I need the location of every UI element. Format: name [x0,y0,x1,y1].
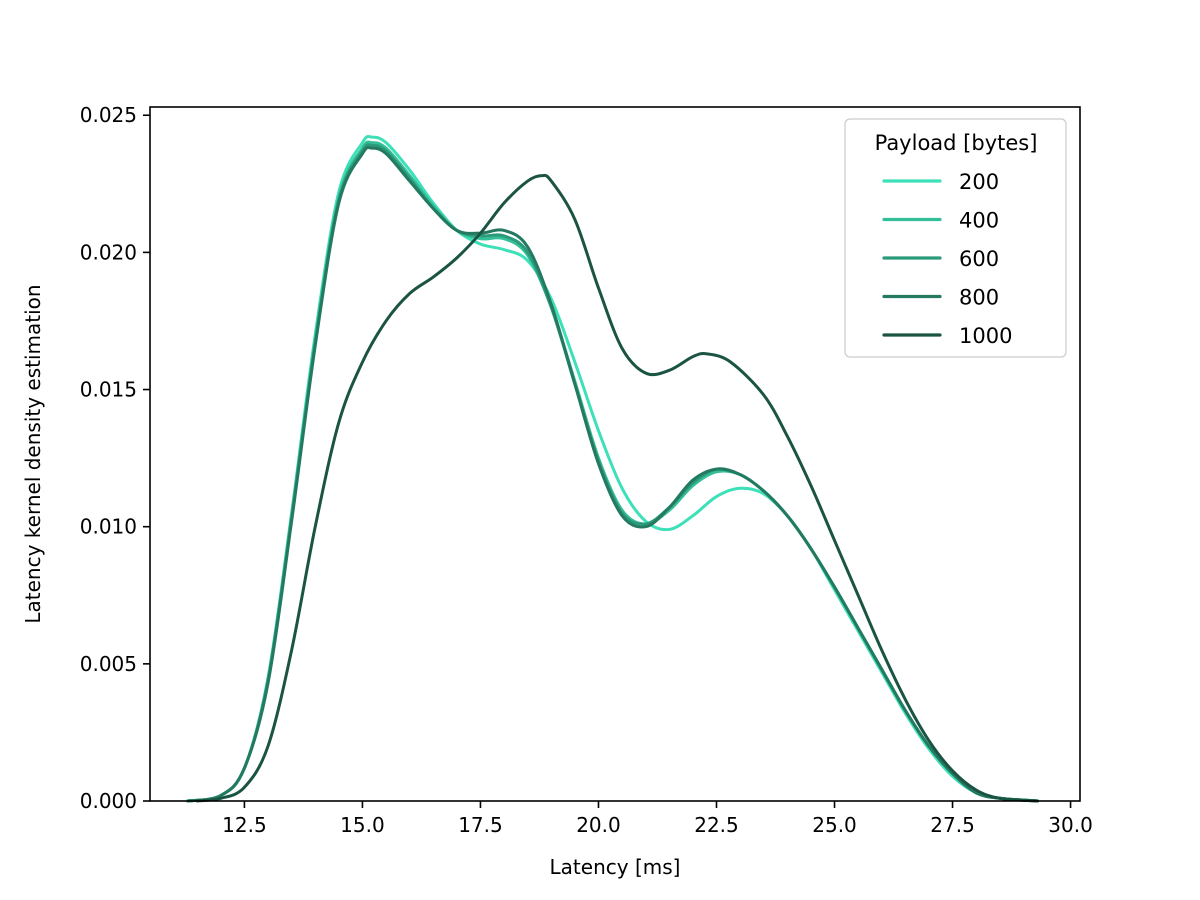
legend-label-400: 400 [959,209,999,233]
legend-label-800: 800 [959,286,999,310]
legend-title: Payload [bytes] [875,131,1038,155]
x-tick-label: 30.0 [1048,813,1093,837]
x-tick-label: 25.0 [812,813,857,837]
x-tick-label: 12.5 [222,813,267,837]
series-line-1000 [195,173,1040,803]
x-tick-label: 17.5 [458,813,503,837]
y-tick-label: 0.005 [80,652,137,676]
x-tick-label: 15.0 [340,813,385,837]
y-tick-label: 0.010 [80,515,137,539]
legend-label-1000: 1000 [959,324,1012,348]
y-axis-ticks: 0.000 0.005 0.010 0.015 0.020 0.025 [80,103,150,813]
y-tick-label: 0.000 [80,789,137,813]
y-tick-label: 0.025 [80,103,137,127]
plot-frame [149,106,1081,802]
series-lines [186,134,1040,803]
legend-label-600: 600 [959,247,999,271]
x-tick-label: 20.0 [576,813,621,837]
y-axis-label: Latency kernel density estimation [21,284,45,623]
x-tick-label: 27.5 [930,813,975,837]
legend-items: 200 400 600 800 1000 [882,170,1012,348]
series-line-800 [186,145,1040,803]
x-tick-label: 22.5 [694,813,739,837]
legend: Payload [bytes] 200 400 600 800 1000 [844,118,1067,358]
y-tick-label: 0.015 [80,378,137,402]
y-tick-label: 0.020 [80,240,137,264]
x-axis-label: Latency [ms] [550,855,681,879]
x-axis-ticks: 12.5 15.0 17.5 20.0 22.5 25.0 27.5 30.0 [222,801,1093,837]
legend-label-200: 200 [959,170,999,194]
